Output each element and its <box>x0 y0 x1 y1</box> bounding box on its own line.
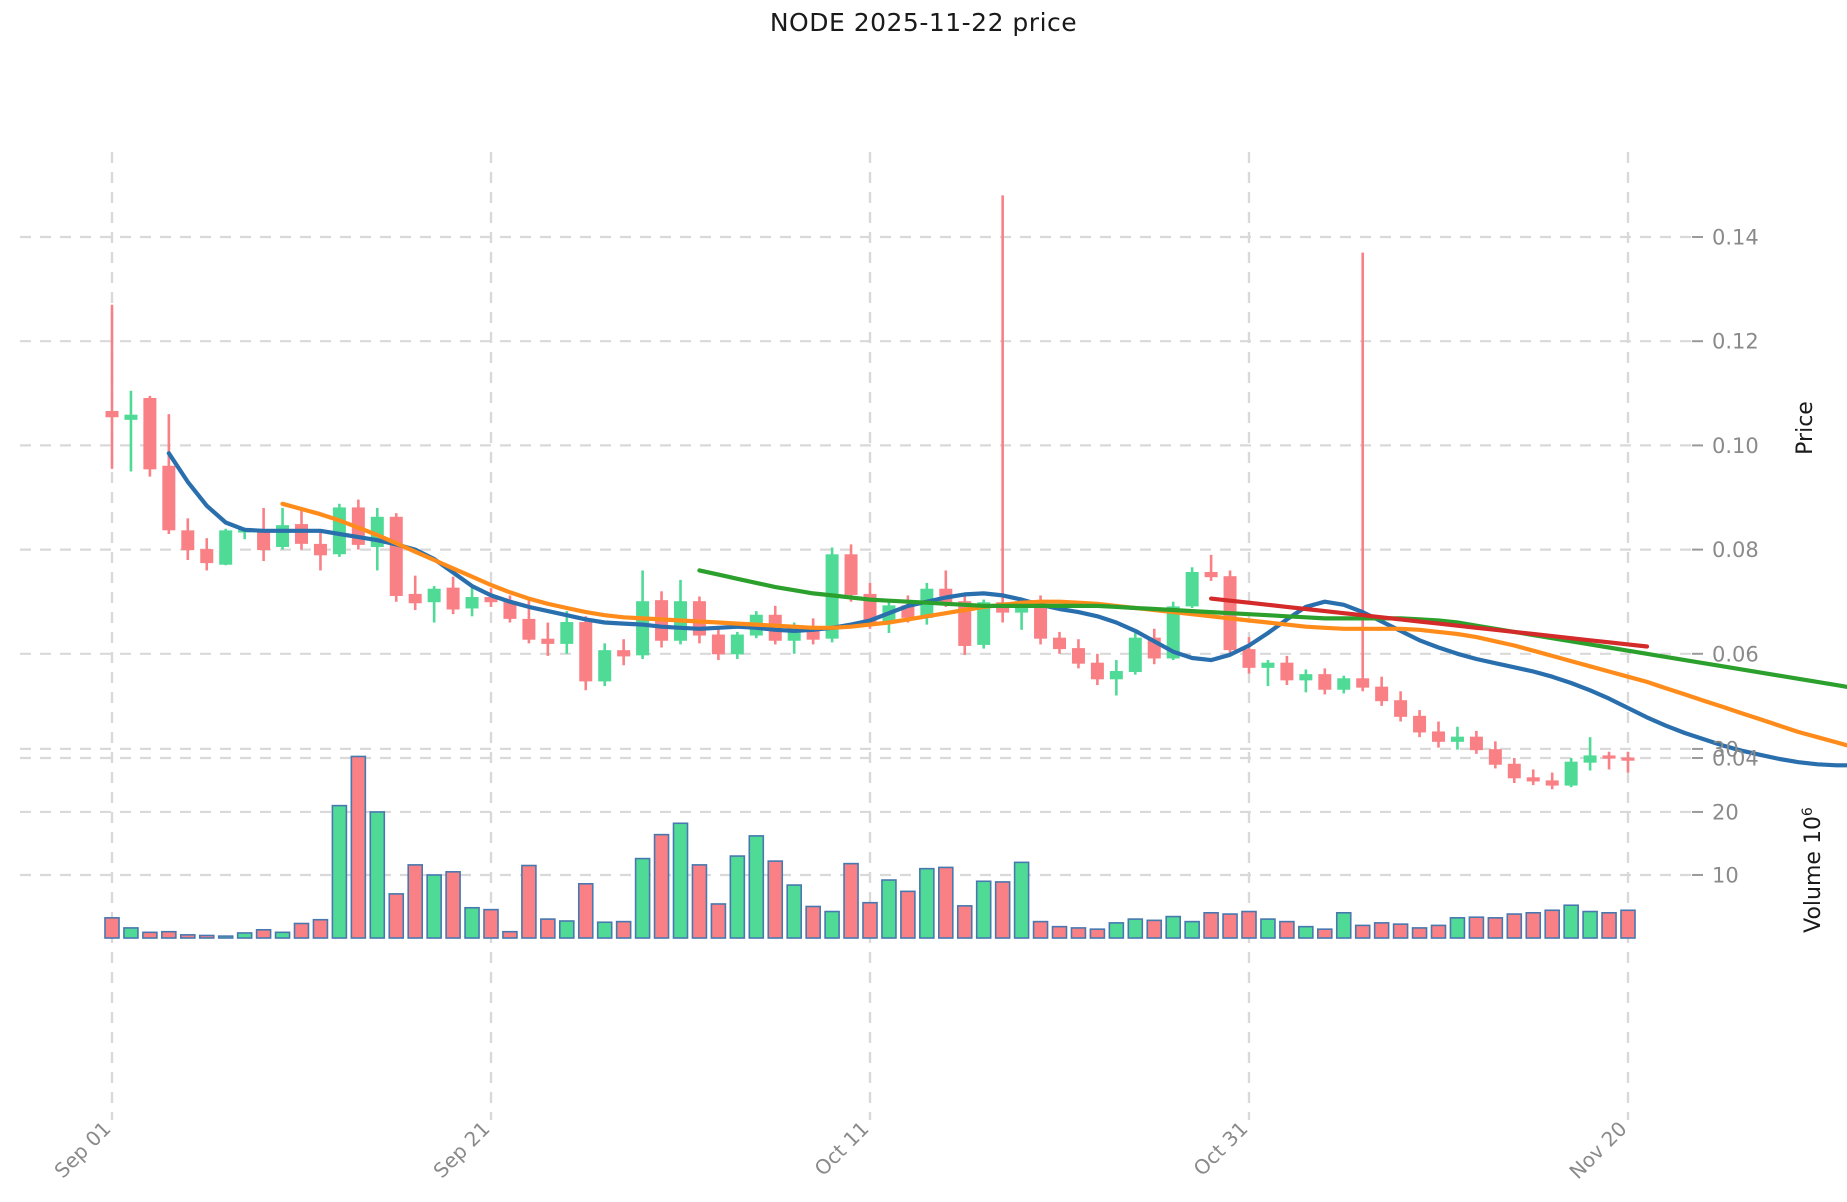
x-tick-label: Oct 31 <box>1189 1117 1253 1181</box>
price-tick-label: 0.08 <box>1712 538 1759 562</box>
x-tick-label: Oct 11 <box>810 1117 874 1181</box>
chart-title: NODE 2025-11-22 price <box>769 8 1078 37</box>
x-tick-label: Sep 01 <box>49 1117 115 1183</box>
volume-tick-label: 30 <box>1712 737 1739 761</box>
volume-tick-label: 10 <box>1712 863 1739 887</box>
price-tick-label: 0.06 <box>1712 642 1759 666</box>
price-tick-label: 0.12 <box>1712 330 1759 354</box>
x-tick-label: Sep 21 <box>428 1117 494 1183</box>
price-tick-label: 0.04 <box>1712 747 1759 771</box>
price-tick-label: 0.14 <box>1712 226 1759 250</box>
volume-axis-title: Volume 106 <box>1800 807 1826 933</box>
moving-average-lines <box>166 451 1847 768</box>
price-tick-label: 0.10 <box>1712 434 1759 458</box>
x-tick-label: Nov 20 <box>1564 1117 1631 1184</box>
volume-tick-label: 20 <box>1712 800 1739 824</box>
axis-titles: Price Volume 106 <box>1793 401 1826 933</box>
gridlines <box>20 152 1692 1120</box>
volume-bars <box>104 755 1636 939</box>
price-axis-title: Price <box>1793 401 1818 455</box>
